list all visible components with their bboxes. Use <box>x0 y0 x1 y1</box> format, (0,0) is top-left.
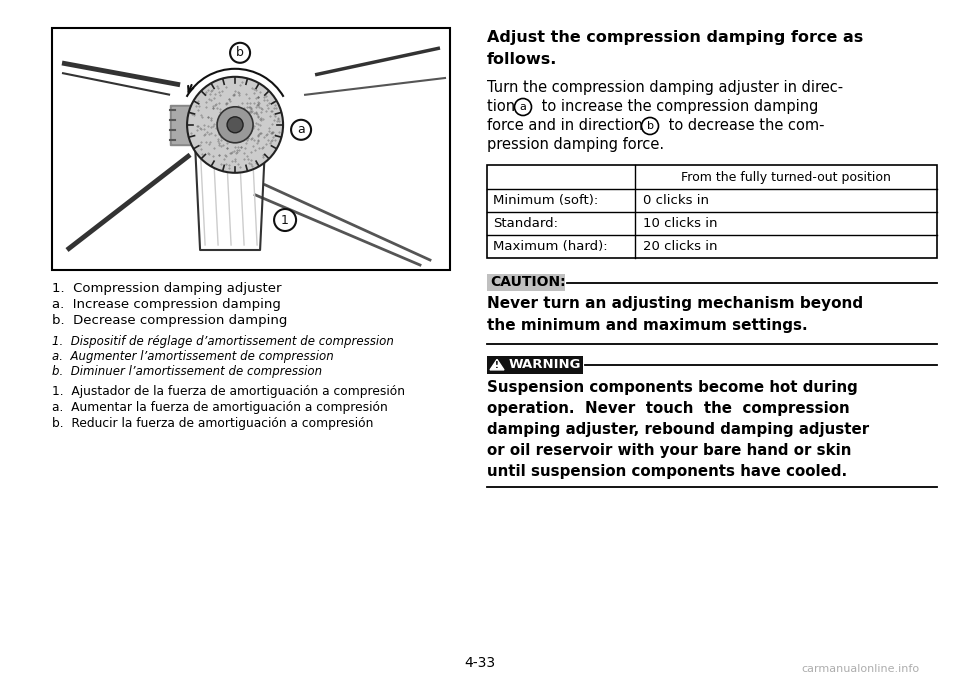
Text: Minimum (soft):: Minimum (soft): <box>493 194 598 207</box>
Text: b.  Decrease compression damping: b. Decrease compression damping <box>52 314 287 327</box>
Text: From the fully turned-out position: From the fully turned-out position <box>681 170 891 184</box>
Text: Never turn an adjusting mechanism beyond: Never turn an adjusting mechanism beyond <box>487 296 863 311</box>
Text: 10 clicks in: 10 clicks in <box>643 217 717 230</box>
Bar <box>52 28 450 270</box>
Text: to increase the compression damping: to increase the compression damping <box>537 99 818 114</box>
Text: a.  Increase compression damping: a. Increase compression damping <box>52 298 281 311</box>
Text: b.  Reducir la fuerza de amortiguación a compresión: b. Reducir la fuerza de amortiguación a … <box>52 417 373 430</box>
Text: Maximum (hard):: Maximum (hard): <box>493 240 608 253</box>
Bar <box>487 165 937 258</box>
Circle shape <box>515 98 532 115</box>
Bar <box>170 105 200 145</box>
Text: damping adjuster, rebound damping adjuster: damping adjuster, rebound damping adjust… <box>487 422 869 437</box>
Circle shape <box>187 77 283 173</box>
Text: Suspension components become hot during: Suspension components become hot during <box>487 380 857 395</box>
Bar <box>487 274 565 291</box>
Text: follows.: follows. <box>487 52 558 67</box>
Bar <box>172 107 198 143</box>
Text: a: a <box>298 123 305 136</box>
Text: until suspension components have cooled.: until suspension components have cooled. <box>487 464 847 479</box>
Circle shape <box>641 117 659 134</box>
Text: carmanualonline.info: carmanualonline.info <box>801 664 919 674</box>
Text: 1: 1 <box>281 214 289 226</box>
Circle shape <box>230 43 251 63</box>
Text: a.  Augmenter l’amortissement de compression: a. Augmenter l’amortissement de compress… <box>52 350 334 363</box>
Circle shape <box>228 117 243 133</box>
Text: WARNING: WARNING <box>509 359 582 372</box>
Text: pression damping force.: pression damping force. <box>487 137 664 152</box>
Text: Standard:: Standard: <box>493 217 558 230</box>
Circle shape <box>275 209 296 231</box>
Text: a.  Aumentar la fuerza de amortiguación a compresión: a. Aumentar la fuerza de amortiguación a… <box>52 401 388 414</box>
Text: a: a <box>519 102 526 112</box>
Polygon shape <box>490 359 504 370</box>
Text: 20 clicks in: 20 clicks in <box>643 240 717 253</box>
Text: b: b <box>646 121 654 131</box>
Text: 0 clicks in: 0 clicks in <box>643 194 709 207</box>
Text: 1.  Dispositif de réglage d’amortissement de compression: 1. Dispositif de réglage d’amortissement… <box>52 335 394 348</box>
Text: force and in direction: force and in direction <box>487 118 648 133</box>
Text: 1.  Compression damping adjuster: 1. Compression damping adjuster <box>52 282 281 295</box>
Text: or oil reservoir with your bare hand or skin: or oil reservoir with your bare hand or … <box>487 443 852 458</box>
Text: CAUTION:: CAUTION: <box>490 275 565 290</box>
Text: b.  Diminuer l’amortissement de compression: b. Diminuer l’amortissement de compressi… <box>52 365 323 378</box>
Text: 4-33: 4-33 <box>465 656 495 670</box>
Text: b: b <box>236 46 244 59</box>
Text: operation.  Never  touch  the  compression: operation. Never touch the compression <box>487 401 850 416</box>
Circle shape <box>291 120 311 140</box>
Text: !: ! <box>495 361 499 370</box>
Bar <box>487 356 583 374</box>
Text: the minimum and maximum settings.: the minimum and maximum settings. <box>487 318 807 333</box>
Circle shape <box>217 107 253 143</box>
Text: 1.  Ajustador de la fuerza de amortiguación a compresión: 1. Ajustador de la fuerza de amortiguaci… <box>52 385 405 398</box>
Text: to decrease the com-: to decrease the com- <box>664 118 825 133</box>
Text: Turn the compression damping adjuster in direc-: Turn the compression damping adjuster in… <box>487 80 843 95</box>
Text: tion: tion <box>487 99 519 114</box>
Text: Adjust the compression damping force as: Adjust the compression damping force as <box>487 30 863 45</box>
